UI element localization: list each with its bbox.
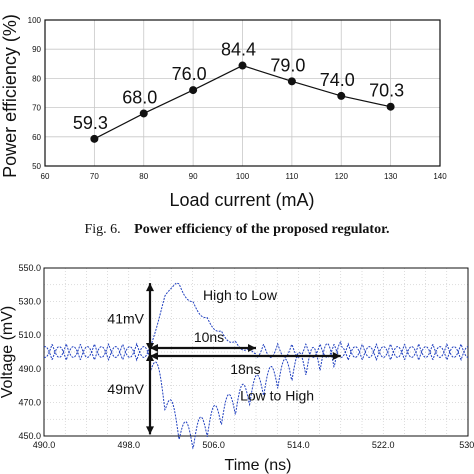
transient-plot-frame	[43, 267, 469, 437]
waveform-low-to-high	[43, 340, 469, 450]
efficiency-x-tick-label: 130	[384, 172, 398, 181]
efficiency-data-label: 84.4	[221, 40, 256, 60]
efficiency-data-label: 79.0	[270, 55, 305, 75]
efficiency-data-point	[189, 86, 198, 95]
efficiency-y-axis-label: Power efficiency (%)	[0, 14, 20, 178]
arrowhead	[146, 426, 154, 435]
efficiency-data-point	[337, 91, 346, 100]
arrowhead	[150, 344, 158, 352]
efficiency-y-tick-label: 80	[32, 74, 41, 83]
efficiency-data-point	[238, 61, 247, 70]
annotation-undershoot-49mv: 49mV	[107, 381, 144, 397]
transient-x-tick-label: 490.0	[33, 440, 56, 450]
transient-y-tick-label: 470.0	[18, 397, 41, 407]
efficiency-x-tick-label: 140	[433, 172, 447, 181]
efficiency-data-label: 59.3	[73, 113, 108, 133]
transient-x-tick-label: 522.0	[372, 440, 395, 450]
efficiency-x-tick-label: 90	[189, 172, 198, 181]
efficiency-x-tick-label: 110	[285, 172, 298, 181]
efficiency-x-axis-label: Load current (mA)	[169, 190, 314, 210]
annotation-high-to-low: High to Low	[203, 287, 278, 303]
efficiency-y-tick-label: 100	[28, 16, 42, 25]
transient-y-tick-labels: 450.0 470.0 490.0 510.0 530.0 550.0	[18, 263, 41, 441]
efficiency-x-tick-label: 120	[335, 172, 349, 181]
transient-x-tick-label: 530.	[459, 440, 474, 450]
efficiency-data-point	[287, 77, 296, 86]
efficiency-x-tick-label: 100	[236, 172, 250, 181]
annotation-settling-18ns: 18ns	[230, 361, 260, 377]
waveform-high-to-low	[43, 282, 469, 358]
efficiency-data-label: 74.0	[320, 70, 355, 90]
transient-annotation-arrows	[146, 283, 341, 435]
efficiency-x-tick-label: 60	[41, 172, 50, 181]
transient-y-tick-label: 490.0	[18, 364, 41, 374]
efficiency-x-tick-label: 70	[90, 172, 99, 181]
arrowhead	[146, 283, 154, 292]
transient-x-tick-labels: 490.0 498.0 506.0 514.0 522.0 530.	[33, 440, 474, 450]
transient-y-tick-label: 510.0	[18, 330, 41, 340]
efficiency-data-point	[139, 109, 148, 118]
efficiency-data-point	[90, 134, 99, 143]
efficiency-data-label: 70.3	[369, 81, 404, 101]
efficiency-data-points	[90, 61, 395, 143]
efficiency-x-tick-labels: 60 70 80 90 100 110 120 130 140	[41, 172, 448, 181]
efficiency-y-tick-label: 70	[32, 104, 41, 113]
efficiency-data-point	[386, 102, 395, 111]
figure-caption-label: Fig. 6.	[84, 222, 121, 237]
transient-y-tick-label: 450.0	[18, 431, 41, 441]
efficiency-y-tick-label: 90	[32, 45, 41, 54]
annotation-settling-10ns: 10ns	[194, 329, 224, 345]
arrowhead	[332, 352, 341, 360]
transient-x-axis-label: Time (ns)	[225, 457, 292, 474]
transient-x-tick-label: 506.0	[202, 440, 225, 450]
efficiency-x-tick-label: 80	[139, 172, 148, 181]
efficiency-y-tick-labels: 50 60 70 80 90 100	[28, 16, 42, 171]
efficiency-plot-frame	[44, 19, 441, 167]
transient-x-tick-label: 498.0	[118, 440, 141, 450]
efficiency-y-tick-label: 50	[32, 162, 41, 171]
figure-caption: Fig. 6. Power efficiency of the proposed…	[0, 222, 474, 238]
figure-caption-title: Power efficiency of the proposed regulat…	[134, 222, 390, 237]
transient-y-tick-label: 550.0	[18, 263, 41, 273]
efficiency-data-label: 68.0	[122, 87, 157, 107]
annotation-low-to-high: Low to High	[240, 388, 314, 404]
transient-y-axis-label: Voltage (mV)	[0, 306, 16, 398]
transient-chart: 490.0 498.0 506.0 514.0 522.0 530. 450.0 470.0…	[0, 263, 474, 474]
transient-x-tick-label: 514.0	[287, 440, 310, 450]
arrowhead	[150, 352, 158, 360]
efficiency-data-label: 76.0	[172, 64, 207, 84]
annotation-overshoot-41mv: 41mV	[107, 310, 144, 326]
efficiency-data-labels: 59.3 68.0 76.0 84.4 79.0 74.0 70.3	[73, 40, 404, 133]
transient-y-tick-label: 530.0	[18, 297, 41, 307]
arrowhead	[248, 344, 256, 352]
efficiency-y-tick-label: 60	[32, 133, 41, 142]
